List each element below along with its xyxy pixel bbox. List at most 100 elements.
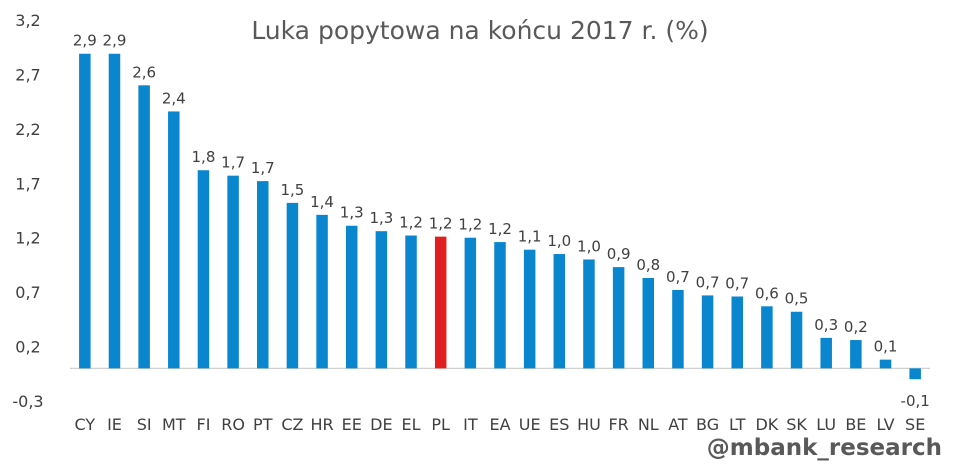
y-tick-label: 0,2 [15,338,40,357]
data-label-cy: 2,9 [73,32,97,50]
data-label-de: 1,3 [369,209,393,227]
bars [79,53,921,380]
data-label-bg: 0,7 [696,273,720,291]
bar-nl [642,277,655,369]
x-tick-label-cz: CZ [281,415,303,434]
data-label-pl: 1,2 [429,215,453,233]
x-tick-label-bg: BG [696,415,719,434]
data-label-si: 2,6 [132,63,156,81]
x-tick-label-de: DE [370,415,392,434]
x-tick-label-ea: EA [489,415,510,434]
bar-se [909,368,921,380]
data-label-hr: 1,4 [310,193,334,211]
data-label-cz: 1,5 [280,181,304,199]
bar-hu [583,259,595,369]
bar-ee [345,225,358,369]
data-label-se: -0,1 [901,392,930,410]
x-tick-label-ro: RO [221,415,245,434]
data-label-fi: 1,8 [192,148,216,166]
x-tick-label-dk: DK [755,415,778,434]
x-tick-label-at: AT [668,415,688,434]
x-tick-label-ue: UE [519,415,541,434]
x-tick-label-lt: LT [729,415,746,434]
x-axis: CY IE SI MT FI RO PT CZ HR EE DE EL PL IT EA UE ES HU FR NL… [74,415,925,434]
bar-it [464,237,477,369]
x-tick-label-ie: IE [107,415,122,434]
y-tick-label: 3,2 [15,11,40,30]
data-label-it: 1,2 [458,216,482,234]
bar-de [375,231,388,369]
bar-ie [108,53,121,369]
y-tick-label: 0,7 [15,283,40,302]
x-tick-label-sk: SK [786,415,807,434]
y-tick-label: 1,2 [15,229,40,248]
bar-pl [434,236,447,369]
x-tick-label-be: BE [845,415,866,434]
bar-ue [523,249,536,369]
bar-pt [257,181,269,369]
data-label-at: 0,7 [666,268,690,286]
bar-si [138,85,150,369]
x-tick-label-mt: MT [162,415,186,434]
bar-cz [286,202,299,369]
x-tick-label-es: ES [549,415,569,434]
data-label-pt: 1,7 [251,159,275,177]
bar-lt [731,296,743,369]
x-tick-label-lv: LV [876,415,894,434]
y-tick-label: 1,7 [15,174,40,193]
x-tick-label-hu: HU [577,415,601,434]
x-tick-label-ee: EE [342,415,362,434]
bar-lu [820,337,832,369]
bar-fi [197,170,210,369]
bar-es [553,254,566,369]
bar-cy [79,53,91,369]
data-label-dk: 0,6 [755,284,779,302]
data-label-ie: 2,9 [103,32,127,50]
x-tick-label-nl: NL [638,415,659,434]
x-tick-label-pl: PL [431,415,450,434]
bar-sk [790,311,803,369]
x-tick-label-lu: LU [816,415,836,434]
data-label-nl: 0,8 [636,256,660,274]
data-label-lt: 0,7 [725,274,749,292]
data-label-be: 0,2 [844,318,868,336]
bar-hr [316,214,328,369]
x-tick-label-hr: HR [310,415,333,434]
data-label-el: 1,2 [399,214,423,232]
bar-mt [168,111,180,369]
bar-at [672,289,684,369]
data-label-es: 1,0 [547,232,571,250]
bar-el [405,235,417,369]
bar-ea [494,242,506,369]
x-tick-label-si: SI [137,415,152,434]
y-axis: 3,2 2,7 2,2 1,7 1,2 0,7 0,2 -0,3 [12,11,43,411]
x-tick-label-cy: CY [74,415,95,434]
y-tick-label: 2,2 [15,120,40,139]
x-tick-label-fr: FR [608,415,628,434]
data-label-lu: 0,3 [814,316,838,334]
data-labels: 2,9 2,9 2,6 2,4 1,8 1,7 1,7 1,5 1,4 1,3 1,3 1,2 1,2 1… [73,32,930,410]
data-label-fr: 0,9 [607,245,631,263]
x-tick-label-pt: PT [253,415,273,434]
y-tick-label: -0,3 [12,392,43,411]
bar-dk [761,306,773,369]
x-tick-label-se: SE [905,415,925,434]
data-label-mt: 2,4 [162,89,186,107]
data-label-ea: 1,2 [488,220,512,238]
data-label-hu: 1,0 [577,237,601,255]
watermark: @mbank_research [706,435,942,461]
data-label-ro: 1,7 [221,154,245,172]
bar-be [850,340,862,369]
x-tick-label-fi: FI [196,415,210,434]
bar-fr [612,267,625,369]
bar-lv [879,359,892,369]
x-tick-label-el: EL [402,415,421,434]
bar-bg [701,295,714,369]
data-label-ue: 1,1 [518,228,542,246]
data-label-ee: 1,3 [340,204,364,222]
bar-ro [227,175,239,369]
chart-title: Luka popytowa na końcu 2017 r. (%) [251,16,709,45]
data-label-sk: 0,5 [785,290,809,308]
x-tick-label-it: IT [463,415,478,434]
